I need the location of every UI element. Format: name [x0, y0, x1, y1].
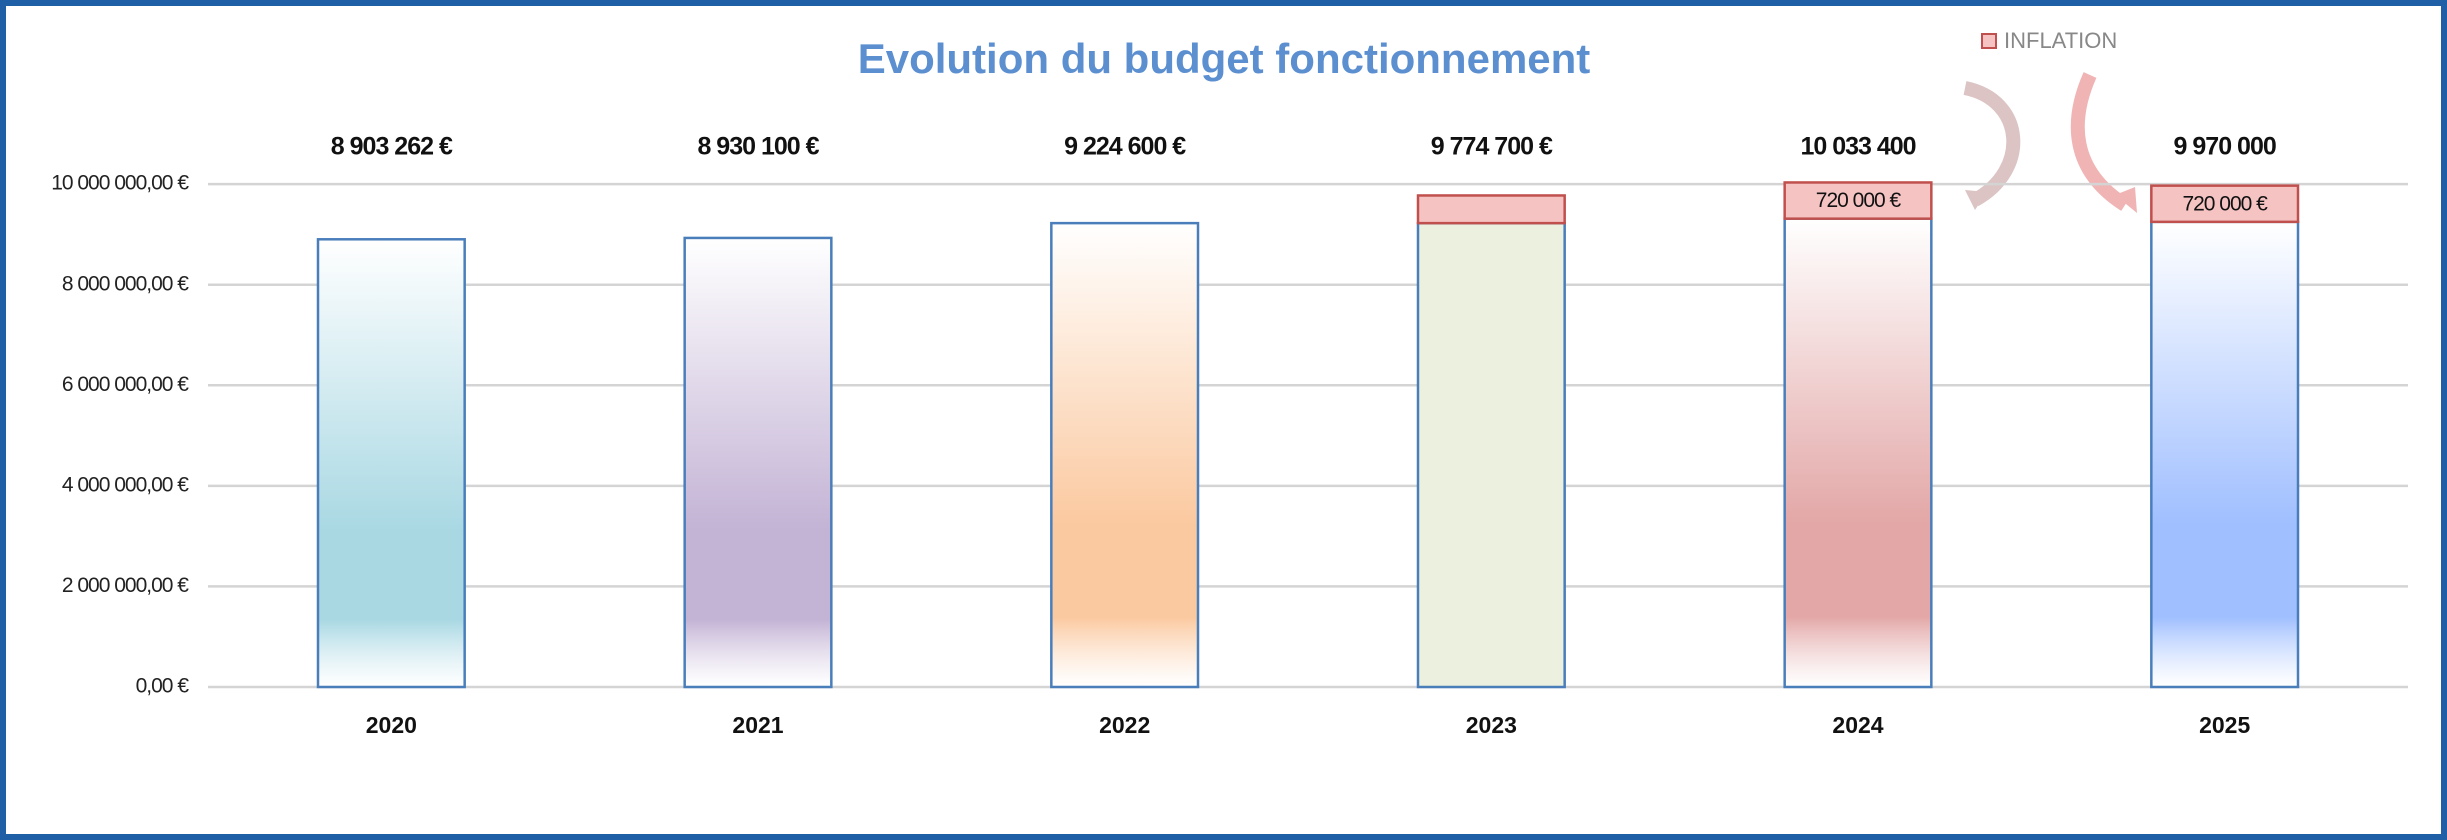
- total-label: 9 970 000: [2174, 133, 2276, 161]
- total-label: 8 903 262 €: [331, 133, 453, 161]
- value-label: 720 000 €: [2182, 192, 2268, 215]
- total-label: 8 930 100 €: [697, 133, 819, 161]
- y-tick-label: 2 000 000,00 €: [62, 574, 189, 597]
- y-tick-label: 4 000 000,00 €: [62, 473, 189, 496]
- arrow: [2070, 72, 2129, 211]
- value-label: 720 000 €: [1816, 189, 1902, 212]
- x-tick-label: 2025: [2199, 712, 2250, 738]
- bar-segment: [2150, 184, 2300, 224]
- x-tick-label: 2021: [732, 712, 783, 738]
- x-tick-label: 2023: [1466, 712, 1517, 738]
- arrow-head: [2115, 187, 2137, 213]
- arrow: [1963, 81, 2021, 207]
- bar-segment: [1416, 221, 1566, 689]
- x-tick-label: 2022: [1099, 712, 1150, 738]
- chart-title: Evolution du budget fonctionnement: [858, 35, 1591, 82]
- bar-segment: [683, 236, 833, 689]
- y-tick-label: 10 000 000,00 €: [51, 172, 189, 195]
- y-tick-label: 8 000 000,00 €: [62, 272, 189, 295]
- bar-segment: [1783, 217, 1933, 689]
- bar-segment: [1050, 221, 1200, 689]
- bar-segment: [316, 238, 466, 689]
- y-tick-label: 0,00 €: [136, 675, 190, 698]
- legend-label: INFLATION: [2004, 28, 2117, 53]
- x-tick-label: 2020: [366, 712, 417, 738]
- bar-segment: [2150, 220, 2300, 689]
- total-label: 9 774 700 €: [1431, 133, 1553, 161]
- total-label: 9 224 600 €: [1064, 133, 1186, 161]
- bar-segment: [1783, 181, 1933, 220]
- y-tick-label: 6 000 000,00 €: [62, 373, 189, 396]
- bar-segment: [1416, 194, 1566, 225]
- total-label: 10 033 400: [1800, 133, 1915, 161]
- legend-swatch: [1981, 33, 1997, 49]
- x-tick-label: 2024: [1832, 712, 1883, 738]
- arrow-head: [1965, 190, 1987, 210]
